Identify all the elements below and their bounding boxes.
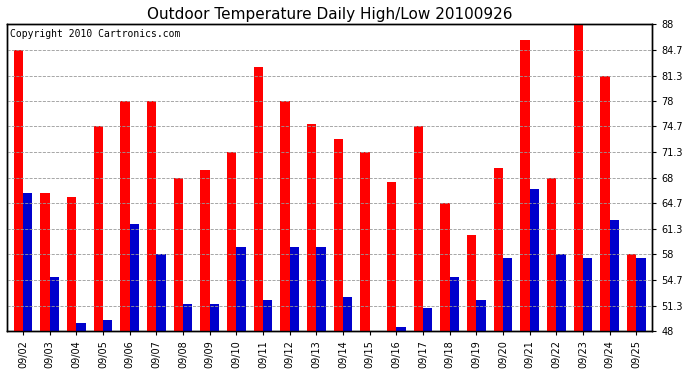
Bar bbox=[610, 220, 619, 331]
Bar bbox=[14, 50, 23, 331]
Bar bbox=[414, 126, 423, 331]
Bar bbox=[387, 182, 396, 331]
Bar bbox=[467, 235, 476, 331]
Bar bbox=[67, 197, 77, 331]
Bar bbox=[627, 254, 636, 331]
Bar bbox=[600, 76, 610, 331]
Bar bbox=[183, 304, 193, 331]
Bar bbox=[440, 203, 450, 331]
Bar bbox=[77, 323, 86, 331]
Bar bbox=[476, 300, 486, 331]
Bar bbox=[50, 278, 59, 331]
Bar bbox=[573, 24, 583, 331]
Title: Outdoor Temperature Daily High/Low 20100926: Outdoor Temperature Daily High/Low 20100… bbox=[147, 7, 513, 22]
Bar bbox=[556, 254, 566, 331]
Bar bbox=[307, 124, 316, 331]
Bar bbox=[583, 258, 593, 331]
Bar bbox=[636, 258, 646, 331]
Bar bbox=[503, 258, 513, 331]
Bar bbox=[450, 278, 459, 331]
Bar bbox=[23, 193, 32, 331]
Bar bbox=[254, 67, 263, 331]
Bar bbox=[40, 193, 50, 331]
Text: Copyright 2010 Cartronics.com: Copyright 2010 Cartronics.com bbox=[10, 29, 181, 39]
Bar bbox=[120, 101, 130, 331]
Bar bbox=[236, 247, 246, 331]
Bar bbox=[547, 178, 556, 331]
Bar bbox=[520, 40, 530, 331]
Bar bbox=[316, 247, 326, 331]
Bar bbox=[227, 153, 236, 331]
Bar bbox=[130, 224, 139, 331]
Bar bbox=[396, 327, 406, 331]
Bar bbox=[280, 101, 290, 331]
Bar bbox=[334, 140, 343, 331]
Bar bbox=[494, 168, 503, 331]
Bar bbox=[263, 300, 273, 331]
Bar bbox=[530, 189, 539, 331]
Bar bbox=[360, 153, 370, 331]
Bar bbox=[103, 320, 112, 331]
Bar bbox=[200, 170, 210, 331]
Bar bbox=[210, 304, 219, 331]
Bar bbox=[94, 126, 103, 331]
Bar bbox=[174, 178, 183, 331]
Bar bbox=[423, 308, 433, 331]
Bar bbox=[147, 101, 157, 331]
Bar bbox=[157, 254, 166, 331]
Bar bbox=[290, 247, 299, 331]
Bar bbox=[343, 297, 353, 331]
